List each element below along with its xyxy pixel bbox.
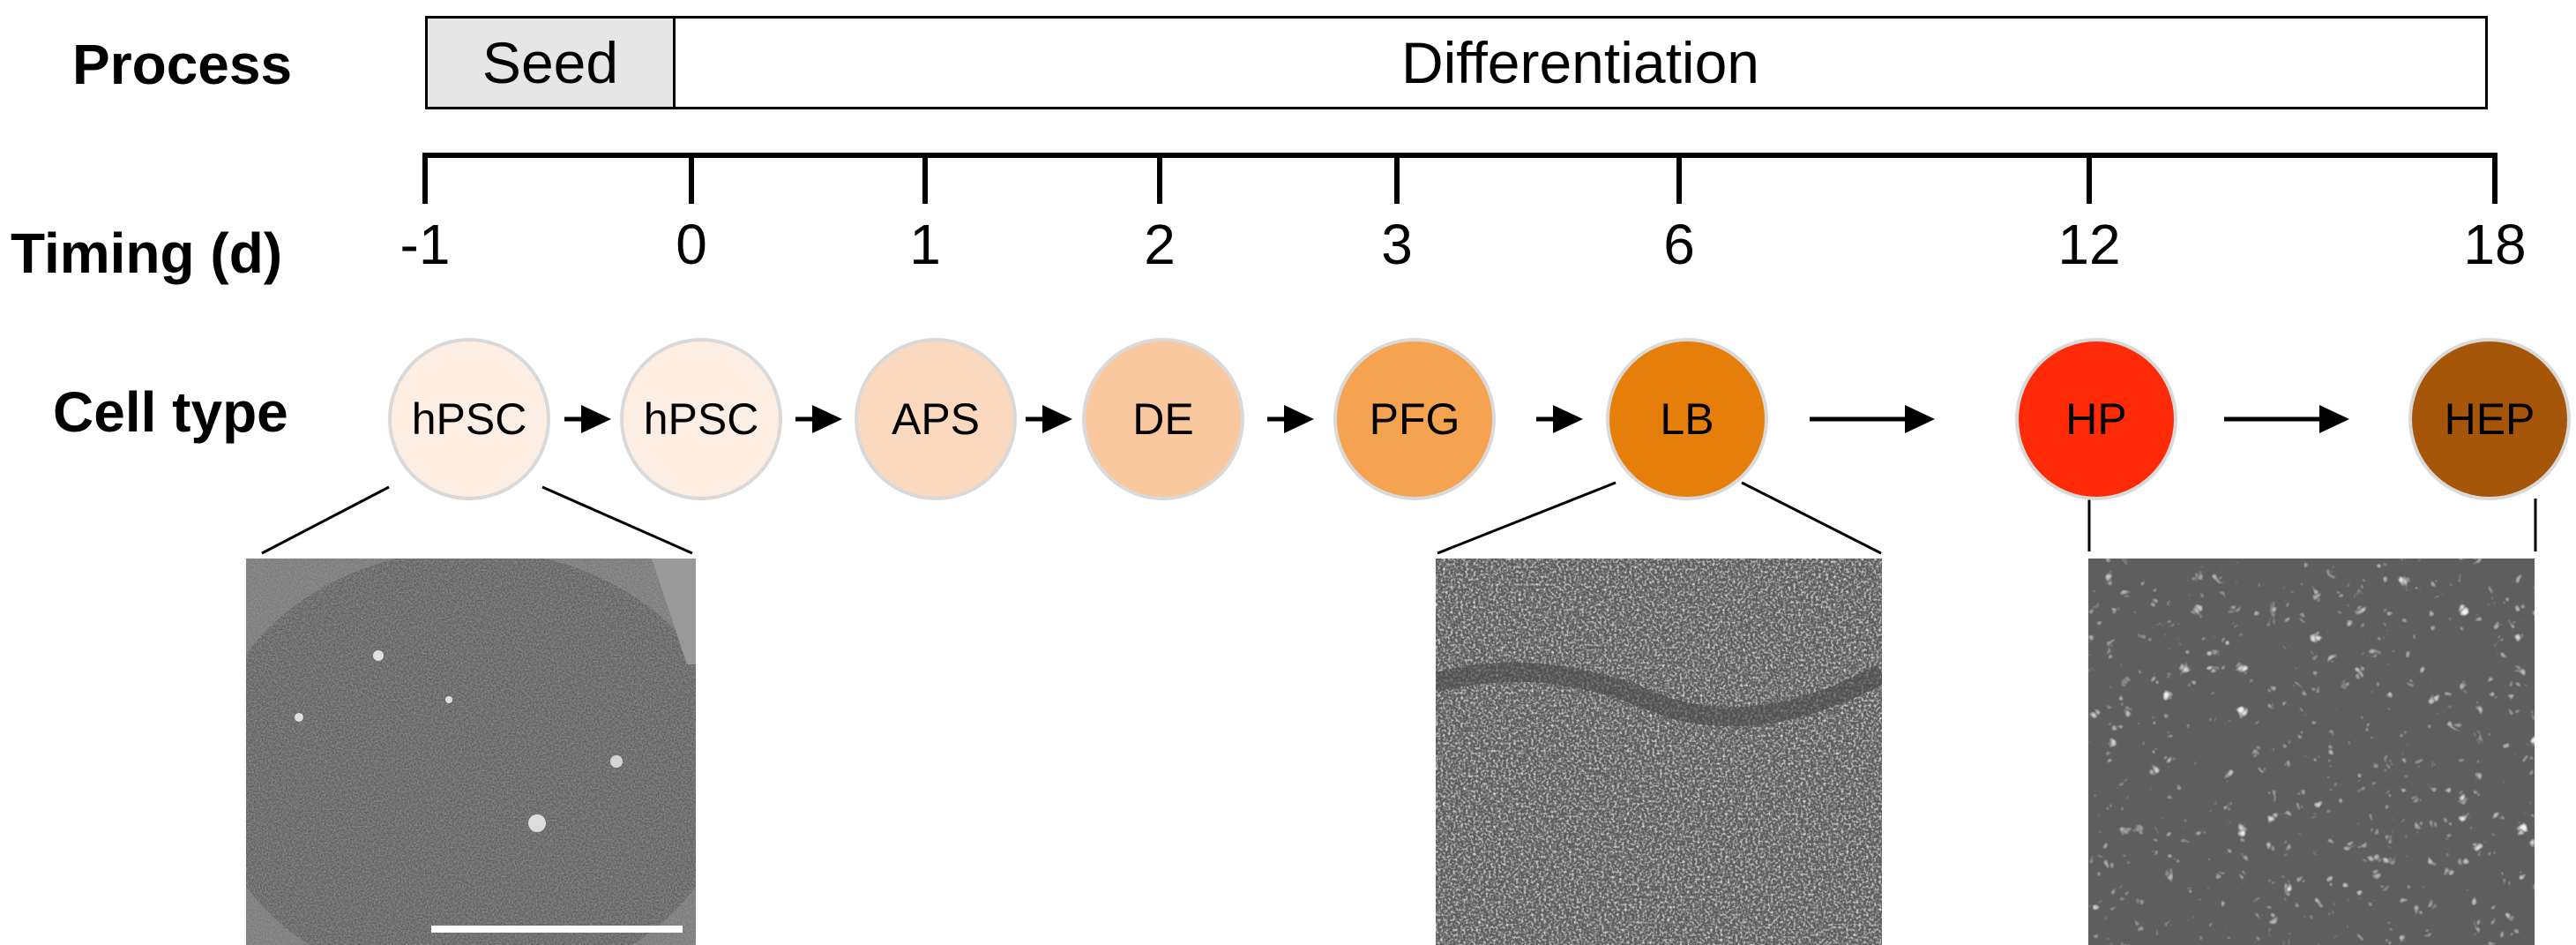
seed-label: Seed <box>482 30 619 95</box>
timing-tick-label: 3 <box>1381 213 1413 276</box>
cell-type-circle-hpsc: hPSC <box>388 338 550 500</box>
hpsc-connector-left <box>261 485 390 555</box>
process-row-label: Process <box>72 33 293 96</box>
differentiation-process-box: Differentiation <box>673 16 2488 109</box>
progression-arrow <box>1026 405 1072 433</box>
cell-type-circle-lb: LB <box>1606 338 1768 500</box>
progression-arrows <box>564 405 2349 433</box>
scale-bar <box>431 926 683 933</box>
progression-arrow <box>1536 405 1583 433</box>
timing-tick-label: 12 <box>2057 213 2121 276</box>
timing-tick-label: -1 <box>399 213 451 276</box>
hpsc-micrograph <box>246 559 696 945</box>
hpsc-connector-right <box>541 485 693 555</box>
hep-micrograph <box>2088 559 2535 945</box>
lb-micrograph-image <box>1436 559 1882 945</box>
hpsc-micrograph-image <box>246 559 696 945</box>
hep-micrograph-image <box>2088 559 2535 945</box>
progression-arrow <box>1810 405 1935 433</box>
timing-tick-label: 18 <box>2463 213 2527 276</box>
cell-type-circle-hp: HP <box>2015 338 2177 500</box>
timing-row-label: Timing (d) <box>11 221 283 285</box>
cell-type-circle-de: DE <box>1082 338 1244 500</box>
timing-tick-label: 0 <box>676 213 707 276</box>
timing-tick-label: 1 <box>909 213 941 276</box>
cell-type-circle-aps: APS <box>855 338 1017 500</box>
differentiation-label: Differentiation <box>1400 30 1760 95</box>
cell-type-row-label: Cell type <box>53 380 288 444</box>
timing-tick-label: 2 <box>1144 213 1176 276</box>
timeline-ticks <box>422 153 2498 204</box>
lb-micrograph <box>1436 559 1882 945</box>
progression-arrow <box>564 405 611 433</box>
progression-arrow <box>795 405 842 433</box>
cell-type-circle-hpsc: hPSC <box>620 338 782 500</box>
lb-connector-right <box>1741 481 1882 555</box>
cell-type-circle-pfg: PFG <box>1333 338 1496 500</box>
progression-arrow <box>2224 405 2349 433</box>
timing-tick-label: 6 <box>1663 213 1695 276</box>
lb-connector-left <box>1437 481 1617 555</box>
cell-type-circle-hep: HEP <box>2408 338 2571 500</box>
progression-arrow <box>1267 405 1314 433</box>
